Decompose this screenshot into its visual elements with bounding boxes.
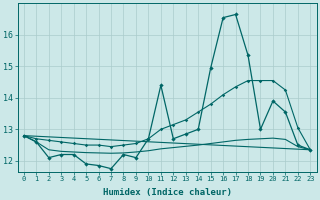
X-axis label: Humidex (Indice chaleur): Humidex (Indice chaleur) bbox=[103, 188, 232, 197]
